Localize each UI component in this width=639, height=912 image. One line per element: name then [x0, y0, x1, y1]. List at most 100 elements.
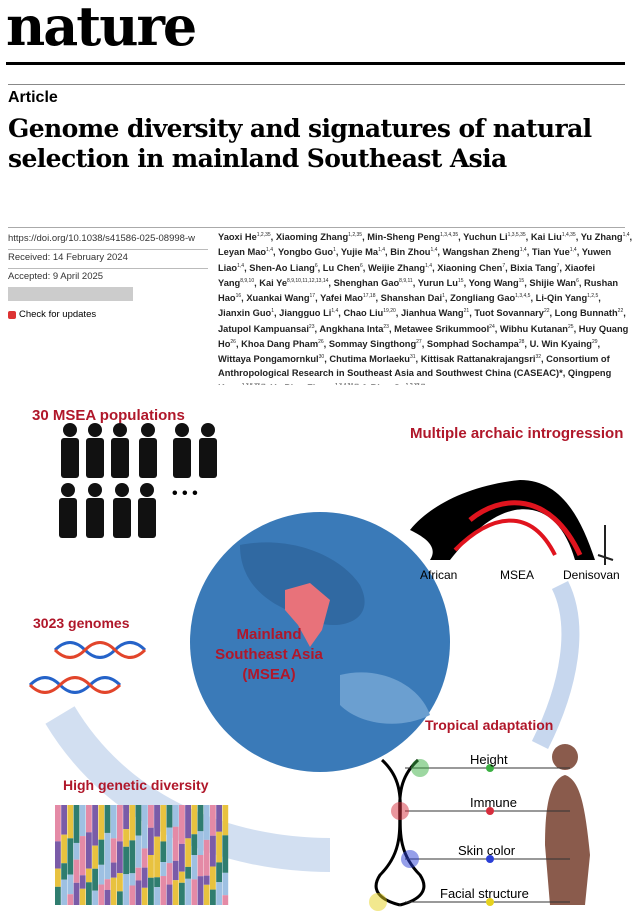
ancestry-bar [79, 836, 86, 876]
ancestry-bar [179, 882, 185, 905]
author[interactable]: Kai Liu [530, 232, 562, 243]
author-affiliation: 1,3,4,5 [515, 293, 531, 300]
ancestry-bar [73, 859, 80, 883]
author[interactable]: Kittisak Rattanakrajangsri [420, 354, 536, 365]
author[interactable]: Yuwen Liao [218, 247, 612, 273]
author[interactable]: Zongliang Gao [450, 293, 516, 304]
author[interactable]: Long Bunnath [554, 308, 618, 319]
author[interactable]: Wibhu Kutanan [499, 323, 568, 334]
author[interactable]: Tuot Sovannary [474, 308, 544, 319]
author[interactable]: Huy Quang Ho [218, 323, 629, 350]
person-body [173, 438, 191, 478]
ancestry-bar [210, 889, 216, 905]
doi-link[interactable]: https://doi.org/10.1038/s41586-025-08998… [8, 233, 208, 250]
author[interactable]: Jiangguo Li [279, 308, 332, 319]
trait-lines [369, 759, 570, 911]
author[interactable]: Yujie Ma [340, 247, 379, 258]
archaic-label: Multiple archaic introgression [410, 425, 624, 442]
author[interactable]: Li-Qin Yang [535, 293, 588, 304]
ancestry-bar [129, 805, 136, 841]
ancestry-bar [123, 829, 129, 847]
check-updates-label: Check for updates [19, 309, 97, 320]
ancestry-bar [110, 805, 117, 839]
tropical-label: Tropical adaptation [425, 717, 554, 733]
person-body [139, 438, 157, 478]
ancestry-bar [135, 867, 142, 881]
author-affiliation: 1,4 [622, 232, 630, 238]
author[interactable]: Jatupol Kampuansai [218, 323, 309, 334]
author[interactable]: Xuankai Wang [246, 293, 310, 304]
author-affiliation: 1 [442, 293, 445, 300]
author[interactable]: Wangshan Zheng [442, 247, 520, 258]
redacted-field [8, 287, 133, 301]
person-icon [88, 423, 102, 437]
populations-label: 30 MSEA populations [32, 407, 185, 424]
ancestry-bar [73, 805, 80, 843]
author[interactable]: Rushan Hao [218, 277, 619, 304]
author[interactable]: Khoa Dang Pham [241, 339, 319, 350]
author[interactable]: Leyan Mao [218, 247, 267, 258]
ancestry-bar [197, 876, 204, 905]
author[interactable]: U. Win Kyaing [529, 339, 592, 350]
person-icon [115, 483, 129, 497]
trait-marker [486, 764, 494, 772]
journal-logo[interactable]: nature [6, 0, 197, 58]
author[interactable]: Metawee Srikummool [394, 323, 490, 334]
author-affiliation: 1,4 [425, 262, 433, 269]
author[interactable]: Xiaoming Zhang [275, 232, 349, 243]
diversity-label: High genetic diversity [63, 777, 209, 793]
author[interactable]: Yaoxi He [218, 232, 257, 243]
author[interactable]: Tian Yue [531, 247, 570, 258]
ancestry-bar [172, 880, 179, 905]
author[interactable]: Somphad Sochampa [426, 339, 519, 350]
ancestry-bar [123, 805, 129, 830]
author[interactable]: Consortium of Anthropological Research i… [218, 354, 610, 378]
author[interactable]: Jianhua Wang [400, 308, 464, 319]
dna-locus [391, 802, 409, 820]
author[interactable]: Yu Zhang [580, 232, 623, 243]
author[interactable]: Wittaya Pongamornkul [218, 354, 319, 365]
author[interactable]: Yuchun Li [463, 232, 508, 243]
author[interactable]: Weijie Zhang [367, 262, 426, 273]
author[interactable]: Chao Liu [343, 308, 384, 319]
author[interactable]: Shijie Wan [529, 277, 577, 288]
author[interactable]: Yongbo Guo [278, 247, 334, 258]
landmass [240, 542, 365, 625]
author-affiliation: 7 [502, 262, 506, 269]
author[interactable]: Jianxin Guo [218, 308, 272, 319]
african-label: African [420, 568, 458, 582]
author[interactable]: Angkhana Inta [319, 323, 384, 334]
ancestry-bar [160, 876, 167, 905]
human-head [552, 744, 578, 770]
author[interactable]: Yurun Lu [417, 277, 458, 288]
author[interactable]: Shanshan Dai [380, 293, 443, 304]
author[interactable]: Xiaoning Chen [437, 262, 503, 273]
author-affiliation: 31 [409, 354, 416, 361]
author[interactable]: Bixia Tang [510, 262, 557, 273]
ancestry-bar [92, 805, 98, 846]
author[interactable]: Bin Zhou [390, 247, 431, 258]
update-icon [8, 310, 16, 319]
person-icon [61, 483, 75, 497]
author[interactable]: Chutima Morlaeku [329, 354, 410, 365]
ancestry-bar [216, 882, 222, 905]
author-affiliation: 1,2,35 [256, 232, 271, 238]
ancestry-bar [191, 855, 198, 880]
author[interactable]: Sommay Singthong [328, 339, 417, 350]
author[interactable]: Min-Sheng Peng [367, 232, 441, 243]
author[interactable]: Kai Ye [259, 277, 288, 288]
author[interactable]: Shen-Ao Liang [249, 262, 315, 273]
received-date: Received: 14 February 2024 [8, 252, 208, 269]
ancestry-bar [117, 841, 123, 874]
author[interactable]: Xiaofei Yang [218, 262, 596, 288]
author-affiliation: 1,4 [237, 262, 245, 269]
ancestry-bar [61, 805, 67, 835]
ancestry-bar [166, 805, 173, 828]
author[interactable]: Yafei Mao [320, 293, 363, 304]
population-figures [59, 423, 217, 538]
check-updates-button[interactable]: Check for updates [8, 309, 96, 320]
author[interactable]: Lu Chen [322, 262, 360, 273]
author[interactable]: Shenghan Gao [333, 277, 400, 288]
author[interactable]: Yong Wang [468, 277, 519, 288]
ancestry-bar [216, 862, 222, 883]
